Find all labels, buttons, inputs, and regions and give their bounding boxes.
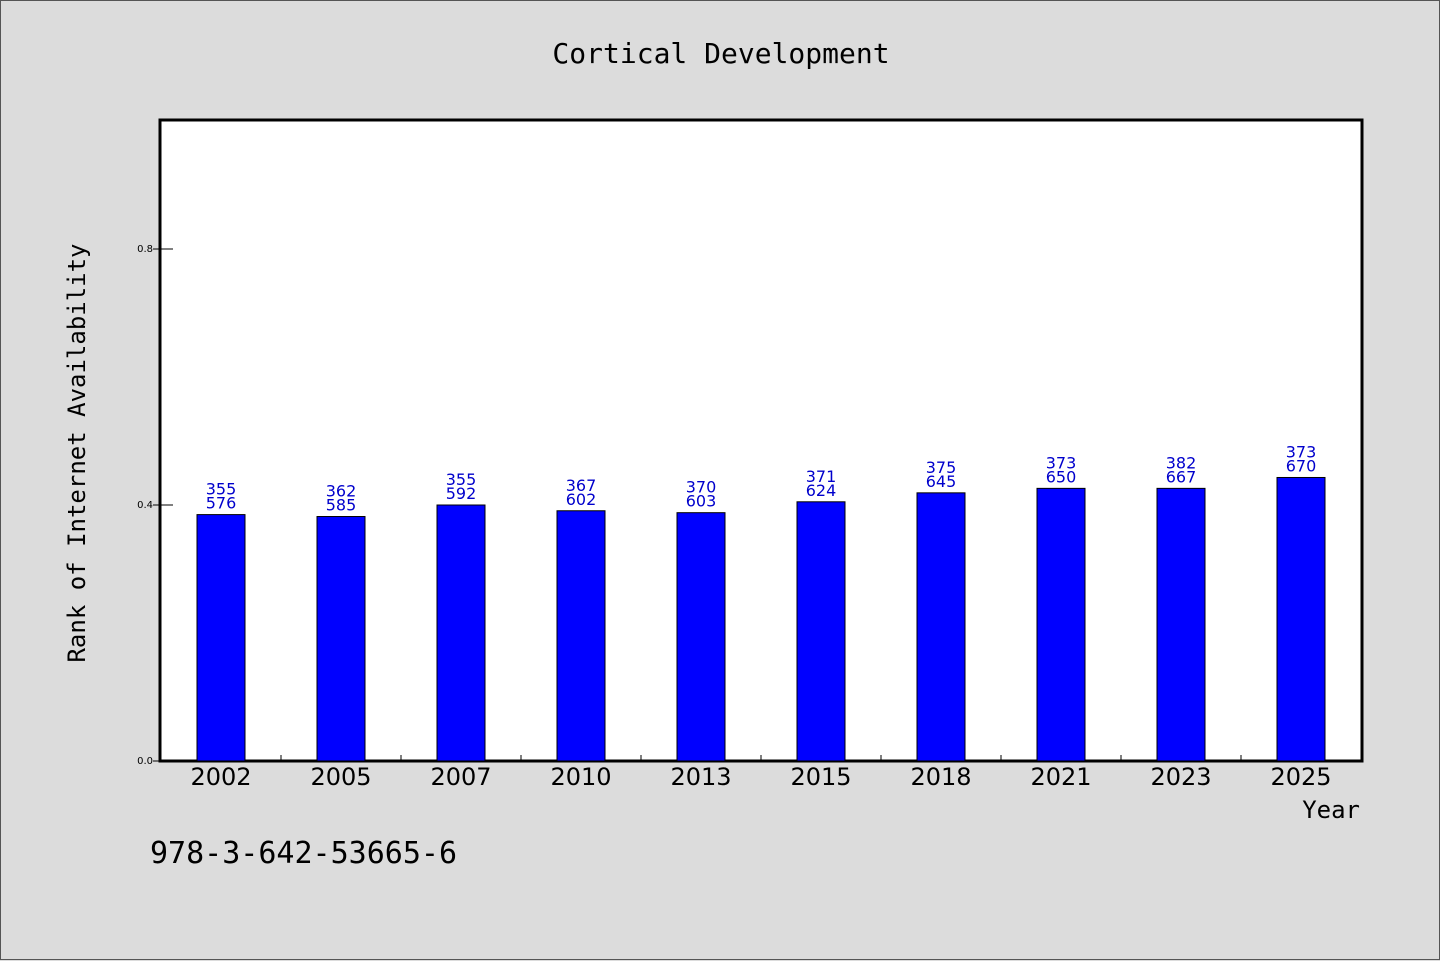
bar (316, 516, 366, 762)
data-label-top: 355 (206, 480, 237, 499)
data-label-bottom: 576 (206, 494, 237, 513)
data-label-bottom: 667 (1166, 467, 1197, 486)
data-label-bottom: 602 (566, 490, 597, 509)
x-tick-label: 2007 (430, 763, 491, 791)
data-label-bottom: 645 (926, 472, 957, 491)
y-axis-label: Rank of Internet Availability (63, 243, 91, 662)
x-tick-label: 2021 (1030, 763, 1091, 791)
x-tick-label: 2015 (790, 763, 851, 791)
y-tick-label: 0.8 (137, 244, 153, 255)
data-label-bottom: 592 (446, 484, 477, 503)
data-label-bottom: 670 (1286, 456, 1317, 475)
y-axis: 0.0 0.4 0.8 (137, 244, 173, 767)
x-tick-label: 2025 (1270, 763, 1331, 791)
data-label-top: 373 (1286, 442, 1317, 461)
data-label-top: 367 (566, 476, 597, 495)
x-tick-label: 2002 (190, 763, 251, 791)
data-label-top: 375 (926, 458, 957, 477)
data-label-bottom: 603 (686, 492, 717, 511)
data-label-top: 371 (806, 467, 837, 486)
x-tick-label: 2023 (1150, 763, 1211, 791)
data-label-top: 362 (326, 482, 357, 501)
chart-title: Cortical Development (552, 37, 889, 70)
data-label-top: 355 (446, 470, 477, 489)
x-axis-label: Year (1302, 796, 1360, 824)
bar (1276, 476, 1326, 762)
bar (916, 492, 966, 762)
data-label-top: 382 (1166, 453, 1197, 472)
data-label-top: 370 (686, 478, 717, 497)
bar (1156, 487, 1206, 762)
data-label-bottom: 624 (806, 481, 837, 500)
x-tick-label: 2005 (310, 763, 371, 791)
x-tick-label: 2010 (550, 763, 611, 791)
y-tick-label: 0.0 (137, 756, 153, 767)
isbn-footnote: 978-3-642-53665-6 (150, 836, 457, 871)
data-label-top: 373 (1046, 453, 1077, 472)
bar (796, 501, 846, 762)
y-tick-label: 0.4 (137, 500, 153, 511)
bar (196, 514, 246, 762)
bar (556, 510, 606, 762)
x-tick-label: 2013 (670, 763, 731, 791)
bar (676, 512, 726, 762)
bar (436, 504, 486, 762)
data-label-bottom: 585 (326, 496, 357, 515)
data-label-bottom: 650 (1046, 467, 1077, 486)
bar (1036, 487, 1086, 762)
x-axis: 2002 2005 2007 2010 2013 2015 2018 2021 2023 2025 (190, 755, 1332, 791)
x-tick-label: 2018 (910, 763, 971, 791)
